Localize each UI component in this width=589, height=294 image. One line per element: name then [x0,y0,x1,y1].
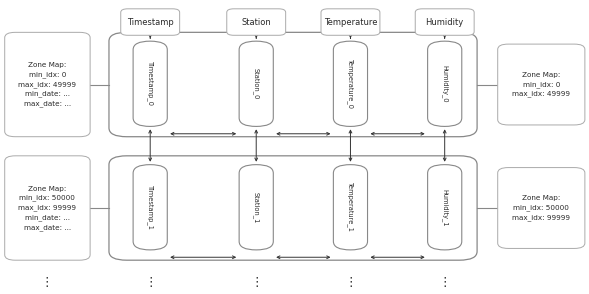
FancyBboxPatch shape [239,41,273,126]
FancyBboxPatch shape [121,9,180,35]
Text: ⋮: ⋮ [438,276,451,289]
FancyBboxPatch shape [133,41,167,126]
Text: Temperature: Temperature [324,18,377,26]
Text: Timestamp_1: Timestamp_1 [147,185,154,230]
Text: Station_1: Station_1 [253,192,260,223]
FancyBboxPatch shape [428,165,462,250]
Text: Humidity: Humidity [426,18,464,26]
Text: Zone Map:
min_idx: 50000
max_idx: 99999: Zone Map: min_idx: 50000 max_idx: 99999 [512,195,570,221]
FancyBboxPatch shape [5,32,90,137]
FancyBboxPatch shape [333,41,368,126]
FancyBboxPatch shape [133,165,167,250]
Text: Timestamp_0: Timestamp_0 [147,61,154,106]
Text: Temperature_0: Temperature_0 [347,59,354,109]
Text: Humidity_0: Humidity_0 [441,65,448,103]
FancyBboxPatch shape [321,9,380,35]
Text: ⋮: ⋮ [344,276,357,289]
Text: Temperature_1: Temperature_1 [347,182,354,232]
Text: ⋮: ⋮ [41,276,54,289]
FancyBboxPatch shape [109,32,477,137]
Text: Station_0: Station_0 [253,68,260,99]
Text: Timestamp: Timestamp [127,18,174,26]
Text: Zone Map:
min_idx: 0
max_idx: 49999: Zone Map: min_idx: 0 max_idx: 49999 [512,72,570,97]
Text: Zone Map:
min_idx: 50000
max_idx: 99999
min_date: ...
max_date: ...: Zone Map: min_idx: 50000 max_idx: 99999 … [18,186,77,230]
FancyBboxPatch shape [109,156,477,260]
Text: Zone Map:
min_idx: 0
max_idx: 49999
min_date: ...
max_date: ...: Zone Map: min_idx: 0 max_idx: 49999 min_… [18,62,77,107]
Text: ⋮: ⋮ [144,276,157,289]
FancyBboxPatch shape [498,44,585,125]
FancyBboxPatch shape [239,165,273,250]
Text: Humidity_1: Humidity_1 [441,188,448,226]
FancyBboxPatch shape [333,165,368,250]
FancyBboxPatch shape [498,168,585,248]
FancyBboxPatch shape [5,156,90,260]
Text: ⋮: ⋮ [250,276,263,289]
FancyBboxPatch shape [227,9,286,35]
FancyBboxPatch shape [428,41,462,126]
Text: Station: Station [241,18,271,26]
FancyBboxPatch shape [415,9,474,35]
